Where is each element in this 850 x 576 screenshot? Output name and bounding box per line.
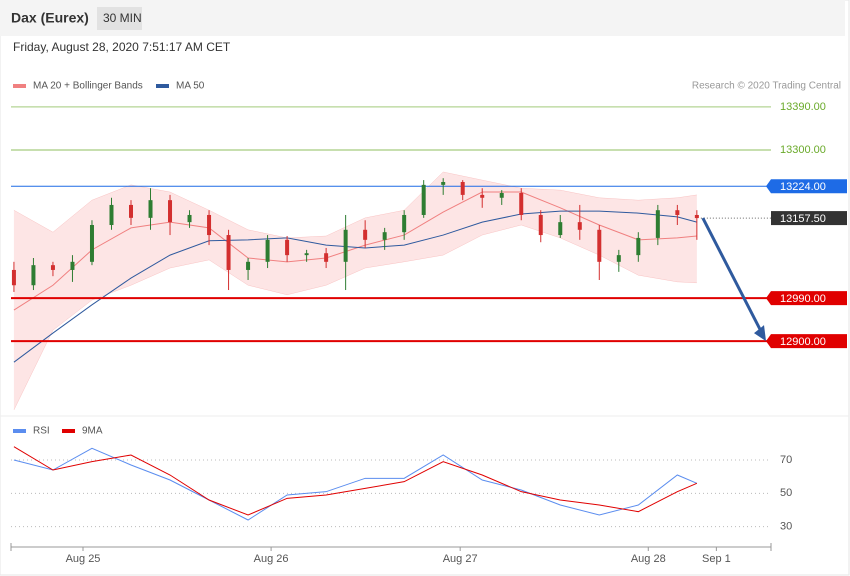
candle-body <box>538 214 543 236</box>
x-tick-label: Aug 27 <box>443 553 478 565</box>
candle-body <box>109 204 114 226</box>
candle-body <box>304 253 309 256</box>
candle-body <box>421 184 426 215</box>
x-tick-label: Sep 1 <box>702 553 731 565</box>
level-tag-label: 13224.00 <box>780 181 826 193</box>
level-tag-label: 12990.00 <box>780 293 826 305</box>
candle-body <box>694 214 699 219</box>
candle-body <box>616 255 621 262</box>
candle-body <box>168 200 173 223</box>
legend-swatch <box>62 429 75 433</box>
candle-body <box>499 192 504 198</box>
candle-body <box>31 265 36 286</box>
price-tag-label: 13157.50 <box>780 213 826 225</box>
candle-body <box>636 237 641 256</box>
legend-label: MA 50 <box>176 81 205 92</box>
legend-label: 9MA <box>82 426 103 437</box>
level-tag-label: 12900.00 <box>780 336 826 348</box>
candle-body <box>577 222 582 230</box>
candle-body <box>441 181 446 185</box>
level-tag <box>766 291 847 306</box>
candle-body <box>187 214 192 223</box>
bollinger-upper <box>13 171 697 239</box>
level-tag <box>766 334 847 349</box>
legend-swatch <box>13 84 26 88</box>
candle-body <box>460 181 465 195</box>
candle-body <box>226 235 231 270</box>
candle-body <box>597 229 602 262</box>
candle-body <box>324 253 329 262</box>
candle-body <box>246 261 251 270</box>
level-label: 13300.00 <box>780 144 826 156</box>
candle-body <box>655 210 660 238</box>
y-tick-label: 50 <box>780 487 792 499</box>
legend-label: MA 20 + Bollinger Bands <box>33 81 143 92</box>
forecast-arrowhead <box>754 325 766 342</box>
level-tag <box>766 179 847 194</box>
timeframe-box <box>97 7 142 30</box>
candle-body <box>207 214 212 236</box>
x-tick-label: Aug 28 <box>631 553 666 565</box>
level-label: 13390.00 <box>780 101 826 113</box>
candle-body <box>558 222 563 236</box>
candle-body <box>285 239 290 256</box>
candle-body <box>265 239 270 262</box>
y-tick-label: 30 <box>780 521 792 533</box>
candle-body <box>480 194 485 198</box>
instrument-title: Dax (Eurex) <box>11 10 89 26</box>
legend-swatch <box>156 84 169 88</box>
forecast-arrow <box>701 217 764 334</box>
candle-body <box>70 261 75 270</box>
candle-body <box>343 229 348 262</box>
candle-body <box>89 225 94 262</box>
price-tag <box>771 211 847 226</box>
credit: Research © 2020 Trading Central <box>692 81 841 92</box>
candle-body <box>148 200 153 218</box>
legend-label: RSI <box>33 426 50 437</box>
timeframe: 30 MIN <box>103 11 142 25</box>
candle-body <box>363 229 368 240</box>
legend-swatch <box>13 429 26 433</box>
candle-body <box>50 265 55 270</box>
rsi-line <box>13 446 698 516</box>
y-tick-label: 70 <box>780 454 792 466</box>
bollinger-fill <box>13 171 697 410</box>
candle-body <box>11 269 16 286</box>
timestamp: Friday, August 28, 2020 7:51:17 AM CET <box>13 40 231 54</box>
x-tick-label: Aug 26 <box>254 553 289 565</box>
candle-body <box>675 210 680 215</box>
rsi-line <box>13 447 698 521</box>
candle-body <box>402 214 407 233</box>
x-tick-label: Aug 25 <box>66 553 101 565</box>
candle-body <box>519 192 524 215</box>
candle-body <box>129 204 133 218</box>
candle-body <box>382 232 387 240</box>
